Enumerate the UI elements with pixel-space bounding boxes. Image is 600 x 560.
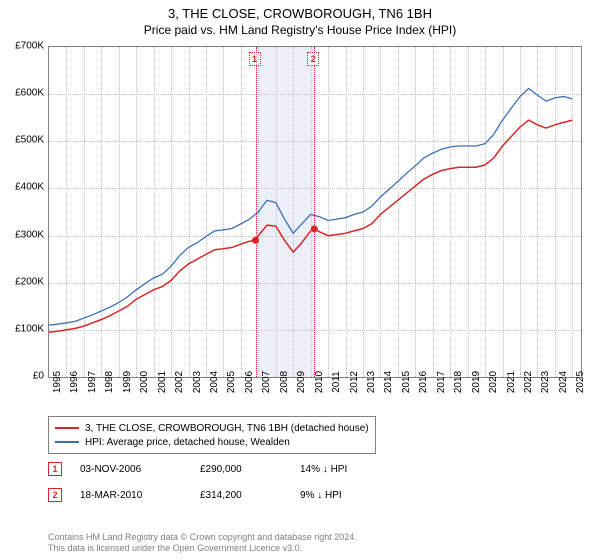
- sale-point: [311, 225, 318, 232]
- sale-diff: 14% ↓ HPI: [300, 464, 347, 475]
- footer-line: Contains HM Land Registry data © Crown c…: [48, 532, 357, 543]
- chart-marker-box: 1: [249, 52, 261, 66]
- legend-label: 3, THE CLOSE, CROWBOROUGH, TN6 1BH (deta…: [85, 423, 369, 434]
- title-area: 3, THE CLOSE, CROWBOROUGH, TN6 1BH Price…: [0, 0, 600, 37]
- series-line-hpi: [49, 89, 572, 326]
- y-tick-label: £600K: [2, 88, 44, 99]
- x-tick-label: 2025: [575, 371, 586, 393]
- chart-title: 3, THE CLOSE, CROWBOROUGH, TN6 1BH: [0, 6, 600, 21]
- sale-marker-num: 1: [52, 464, 57, 474]
- x-tick-label: 2021: [506, 371, 517, 393]
- chart-svg: [49, 47, 581, 377]
- y-tick-label: £500K: [2, 135, 44, 146]
- x-tick-label: 2002: [174, 371, 185, 393]
- footer: Contains HM Land Registry data © Crown c…: [48, 532, 357, 555]
- sale-marker-num: 2: [52, 490, 57, 500]
- x-tick-label: 1995: [52, 371, 63, 393]
- x-tick-label: 2000: [139, 371, 150, 393]
- x-tick-label: 2020: [488, 371, 499, 393]
- footer-line: This data is licensed under the Open Gov…: [48, 543, 357, 554]
- x-tick-label: 2022: [523, 371, 534, 393]
- chart-marker-box: 2: [307, 52, 319, 66]
- x-tick-label: 2011: [331, 371, 342, 393]
- legend-swatch: [55, 427, 79, 429]
- y-tick-label: £0: [2, 371, 44, 382]
- x-tick-label: 2007: [261, 371, 272, 393]
- chart-container: 3, THE CLOSE, CROWBOROUGH, TN6 1BH Price…: [0, 0, 600, 560]
- x-tick-label: 2019: [471, 371, 482, 393]
- sale-date: 03-NOV-2006: [80, 464, 200, 475]
- x-tick-label: 2024: [558, 371, 569, 393]
- x-tick-label: 2001: [157, 371, 168, 393]
- y-tick-label: £200K: [2, 276, 44, 287]
- x-tick-label: 1998: [104, 371, 115, 393]
- sale-date: 18-MAR-2010: [80, 490, 200, 501]
- x-tick-label: 2012: [349, 371, 360, 393]
- sale-diff: 9% ↓ HPI: [300, 490, 342, 501]
- y-tick-label: £700K: [2, 41, 44, 52]
- x-tick-label: 2018: [453, 371, 464, 393]
- x-tick-label: 2009: [296, 371, 307, 393]
- x-tick-label: 2014: [383, 371, 394, 393]
- x-tick-label: 2003: [192, 371, 203, 393]
- sale-point: [252, 237, 259, 244]
- y-tick-label: £300K: [2, 229, 44, 240]
- x-tick-label: 2023: [540, 371, 551, 393]
- sale-price: £290,000: [200, 464, 300, 475]
- y-tick-label: £100K: [2, 323, 44, 334]
- series-line-property: [49, 120, 572, 332]
- x-tick-label: 1999: [122, 371, 133, 393]
- legend: 3, THE CLOSE, CROWBOROUGH, TN6 1BH (deta…: [48, 416, 376, 454]
- x-tick-label: 2013: [366, 371, 377, 393]
- sale-marker-box: 1: [48, 462, 62, 476]
- y-tick-label: £400K: [2, 182, 44, 193]
- sale-row: 1 03-NOV-2006 £290,000 14% ↓ HPI: [48, 462, 347, 476]
- chart-subtitle: Price paid vs. HM Land Registry's House …: [0, 23, 600, 37]
- x-tick-label: 2015: [401, 371, 412, 393]
- legend-item: HPI: Average price, detached house, Weal…: [55, 435, 369, 449]
- x-tick-label: 2017: [436, 371, 447, 393]
- x-tick-label: 2010: [314, 371, 325, 393]
- sale-marker-box: 2: [48, 488, 62, 502]
- sale-price: £314,200: [200, 490, 300, 501]
- legend-label: HPI: Average price, detached house, Weal…: [85, 437, 290, 448]
- x-tick-label: 2004: [209, 371, 220, 393]
- legend-item: 3, THE CLOSE, CROWBOROUGH, TN6 1BH (deta…: [55, 421, 369, 435]
- sale-row: 2 18-MAR-2010 £314,200 9% ↓ HPI: [48, 488, 342, 502]
- x-tick-label: 2008: [279, 371, 290, 393]
- legend-swatch: [55, 441, 79, 443]
- x-tick-label: 2005: [226, 371, 237, 393]
- plot-area: [48, 46, 582, 378]
- x-tick-label: 1996: [69, 371, 80, 393]
- x-tick-label: 2016: [418, 371, 429, 393]
- x-tick-label: 2006: [244, 371, 255, 393]
- x-tick-label: 1997: [87, 371, 98, 393]
